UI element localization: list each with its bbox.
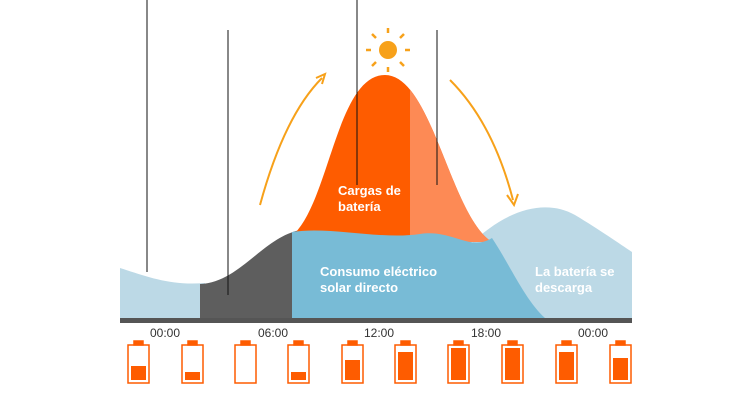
solar-peak-right	[410, 89, 492, 242]
timeline-bar	[120, 318, 632, 323]
night-area	[120, 268, 205, 318]
time-label: 00:00	[578, 326, 608, 340]
discharge-label: La batería se descarga	[535, 264, 615, 295]
leader-lines	[146, 0, 438, 295]
sun-icon	[366, 28, 410, 72]
grid-area	[200, 230, 300, 318]
discharge-label-line: La batería se	[535, 264, 615, 279]
charge-label: Cargas de batería	[338, 183, 401, 214]
time-label: 06:00	[258, 326, 288, 340]
charge-label-line: Cargas de	[338, 183, 401, 198]
time-label: 00:00	[150, 326, 180, 340]
battery-icons	[127, 340, 632, 384]
direct-area	[292, 230, 545, 318]
charge-label-line: batería	[338, 199, 381, 214]
direct-label-line: solar directo	[320, 280, 398, 295]
discharge-label-line: descarga	[535, 280, 593, 295]
time-label: 12:00	[364, 326, 394, 340]
time-label: 18:00	[471, 326, 501, 340]
arrows	[259, 72, 519, 208]
direct-label: Consumo eléctrico solar directo	[320, 264, 437, 295]
direct-label-line: Consumo eléctrico	[320, 264, 437, 279]
